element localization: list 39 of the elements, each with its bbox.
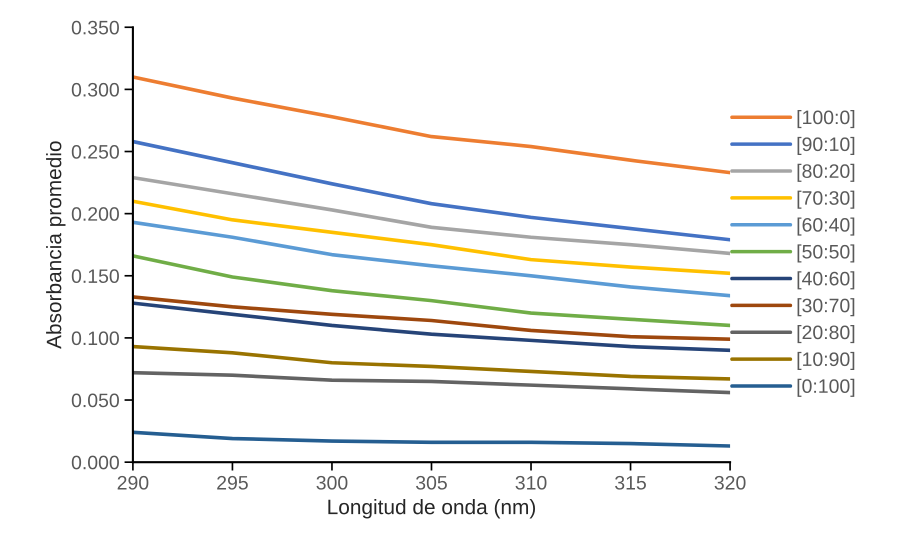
legend-label: [0:100]	[798, 378, 854, 397]
legend-label: [20:80]	[798, 324, 854, 344]
x-tick-label: 315	[615, 476, 646, 490]
x-tick-label: 320	[714, 476, 746, 490]
x-tick-label: 305	[416, 476, 447, 490]
legend-label: [90:10]	[798, 136, 854, 155]
legend-label: [40:60]	[798, 271, 854, 290]
legend-label: [60:40]	[798, 217, 854, 236]
x-axis-title: Longitud de onda (nm)	[328, 499, 536, 518]
y-tick-label: 0.350	[72, 20, 119, 34]
y-tick-label: 0.150	[72, 269, 119, 284]
line-series	[132, 220, 730, 298]
legend-label: [30:70]	[798, 298, 854, 316]
legend-label: [10:90]	[798, 352, 854, 370]
x-tick-label: 300	[316, 476, 348, 490]
line-series	[132, 254, 730, 328]
y-tick-label: 0.250	[72, 144, 119, 159]
legend-label: [50:50]	[798, 244, 854, 262]
line-series	[132, 344, 730, 381]
legend-label: [100:0]	[798, 110, 854, 128]
x-tick-label: 295	[217, 476, 248, 490]
x-tick-label: 310	[516, 476, 546, 490]
line-series	[132, 295, 730, 341]
line-series	[132, 430, 730, 448]
legend-label: [70:30]	[798, 190, 854, 209]
line-series	[132, 140, 730, 242]
line-series	[132, 370, 730, 394]
y-axis-title: Absorbancia promedio	[46, 141, 66, 349]
line-series	[132, 199, 730, 276]
legend-label: [80:20]	[798, 164, 854, 182]
y-tick-label: 0.300	[72, 82, 119, 97]
y-tick-label: 0.100	[72, 331, 119, 346]
line-series	[132, 176, 730, 256]
line-series	[132, 75, 730, 174]
line-series	[132, 301, 730, 352]
y-tick-label: 0.000	[72, 456, 119, 470]
x-tick-label: 290	[118, 476, 148, 490]
y-tick-label: 0.200	[72, 207, 119, 221]
y-tick-label: 0.050	[72, 394, 119, 408]
